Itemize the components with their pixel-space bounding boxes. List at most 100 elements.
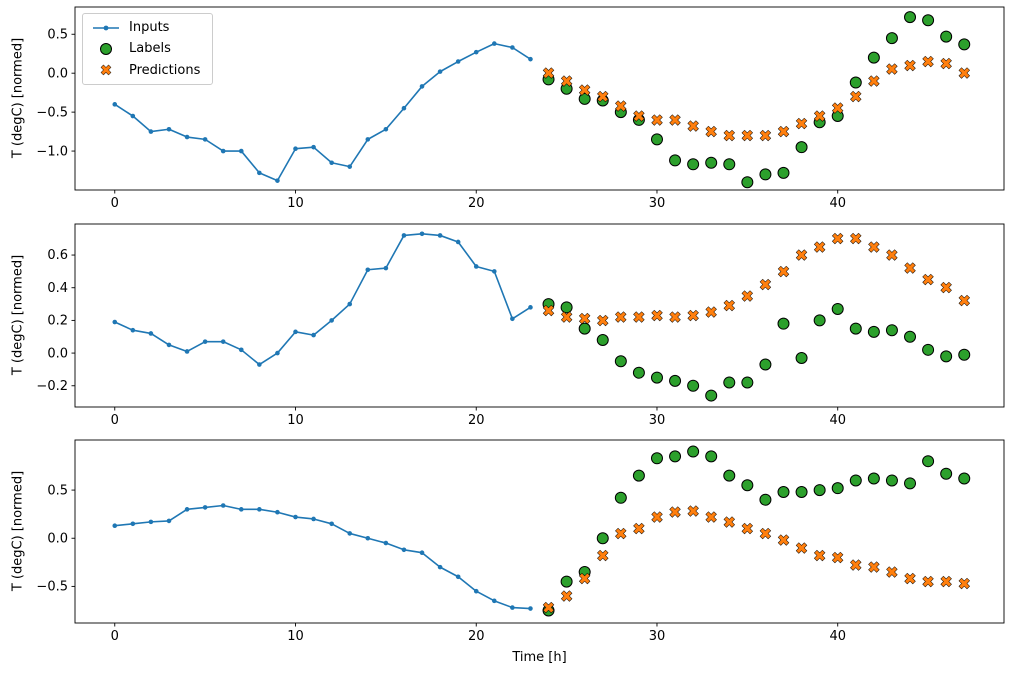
svg-text:✖: ✖ bbox=[813, 107, 826, 125]
legend-label-inputs: Inputs bbox=[129, 20, 170, 35]
subplot-2: 0 10 20 30 40 0.6 0.4 0.2 0.0 −0.2 ✖ ✖ ✖ ✖ ✖ ✖ ✖ ✖ ✖ ✖ ✖ ✖ ✖ ✖ ✖… bbox=[0, 217, 1012, 429]
svg-text:✖: ✖ bbox=[795, 115, 808, 133]
svg-text:✖: ✖ bbox=[615, 309, 628, 327]
svg-text:✖: ✖ bbox=[777, 263, 790, 281]
x-axis-label: Time [h] bbox=[512, 650, 567, 665]
svg-text:✖: ✖ bbox=[578, 570, 591, 588]
svg-text:✖: ✖ bbox=[868, 72, 881, 90]
svg-text:10: 10 bbox=[287, 629, 304, 644]
svg-text:✖: ✖ bbox=[940, 55, 953, 73]
legend-label-labels: Labels bbox=[129, 41, 171, 56]
svg-text:✖: ✖ bbox=[687, 503, 700, 521]
svg-text:✖: ✖ bbox=[651, 111, 664, 129]
svg-text:−0.5: −0.5 bbox=[36, 580, 68, 595]
svg-text:✖: ✖ bbox=[741, 287, 754, 305]
svg-text:✖: ✖ bbox=[578, 82, 591, 100]
svg-text:✖: ✖ bbox=[560, 72, 573, 90]
svg-text:✖: ✖ bbox=[831, 100, 844, 118]
svg-text:✖: ✖ bbox=[542, 65, 555, 83]
svg-text:0.0: 0.0 bbox=[47, 66, 68, 81]
svg-text:✖: ✖ bbox=[596, 312, 609, 330]
subplot-3: 0 10 20 30 40 0.5 0.0 −0.5 ✖ ✖ ✖ ✖ ✖ ✖ ✖ ✖ ✖ ✖ ✖ ✖ ✖ ✖ ✖ ✖ ✖ ✖ ✖ ✖ ✖… bbox=[0, 433, 1012, 645]
svg-text:0.4: 0.4 bbox=[47, 281, 68, 296]
svg-text:✖: ✖ bbox=[741, 127, 754, 145]
svg-text:0.5: 0.5 bbox=[47, 483, 68, 498]
svg-text:0.0: 0.0 bbox=[47, 346, 68, 361]
svg-text:✖: ✖ bbox=[723, 297, 736, 315]
svg-text:10: 10 bbox=[287, 196, 304, 211]
svg-text:✖: ✖ bbox=[922, 271, 935, 289]
y-axis-label-subplot-3: T (degC) [normed] bbox=[10, 470, 26, 592]
svg-text:✖: ✖ bbox=[669, 111, 682, 129]
svg-text:✖: ✖ bbox=[958, 292, 971, 310]
svg-text:20: 20 bbox=[468, 196, 485, 211]
svg-text:✖: ✖ bbox=[615, 525, 628, 543]
svg-text:✖: ✖ bbox=[759, 127, 772, 145]
svg-text:30: 30 bbox=[649, 413, 666, 428]
svg-text:✖: ✖ bbox=[687, 307, 700, 325]
svg-text:✖: ✖ bbox=[723, 127, 736, 145]
svg-text:0.6: 0.6 bbox=[47, 248, 68, 263]
svg-text:✖: ✖ bbox=[868, 238, 881, 256]
svg-text:✖: ✖ bbox=[831, 549, 844, 567]
svg-text:10: 10 bbox=[287, 413, 304, 428]
svg-text:✖: ✖ bbox=[100, 63, 112, 78]
svg-text:−0.2: −0.2 bbox=[36, 379, 68, 394]
svg-text:20: 20 bbox=[468, 629, 485, 644]
svg-text:30: 30 bbox=[649, 629, 666, 644]
svg-text:✖: ✖ bbox=[578, 310, 591, 328]
legend-item-inputs: Inputs bbox=[91, 20, 200, 35]
svg-text:✖: ✖ bbox=[651, 307, 664, 325]
svg-text:✖: ✖ bbox=[560, 587, 573, 605]
svg-text:✖: ✖ bbox=[904, 570, 917, 588]
legend-label-predictions: Predictions bbox=[129, 62, 201, 78]
svg-text:0.5: 0.5 bbox=[47, 27, 68, 42]
svg-text:✖: ✖ bbox=[850, 557, 863, 575]
svg-text:✖: ✖ bbox=[850, 88, 863, 106]
labels-circle-icon bbox=[91, 42, 121, 56]
svg-text:✖: ✖ bbox=[596, 88, 609, 106]
svg-text:✖: ✖ bbox=[886, 246, 899, 264]
legend: Inputs Labels ✖ Predictions bbox=[82, 13, 214, 85]
svg-text:30: 30 bbox=[649, 196, 666, 211]
inputs-line-icon bbox=[91, 22, 121, 34]
svg-text:✖: ✖ bbox=[958, 65, 971, 83]
svg-text:−1.0: −1.0 bbox=[36, 144, 68, 159]
svg-text:✖: ✖ bbox=[777, 123, 790, 141]
legend-item-labels: Labels bbox=[91, 41, 200, 56]
svg-text:40: 40 bbox=[829, 629, 846, 644]
svg-text:✖: ✖ bbox=[795, 539, 808, 557]
svg-text:✖: ✖ bbox=[596, 547, 609, 565]
svg-text:✖: ✖ bbox=[741, 520, 754, 538]
svg-text:✖: ✖ bbox=[633, 107, 646, 125]
svg-text:20: 20 bbox=[468, 413, 485, 428]
svg-text:✖: ✖ bbox=[922, 53, 935, 71]
svg-text:✖: ✖ bbox=[868, 559, 881, 577]
svg-text:0: 0 bbox=[111, 629, 119, 644]
svg-text:✖: ✖ bbox=[705, 508, 718, 526]
svg-text:✖: ✖ bbox=[958, 575, 971, 593]
svg-text:✖: ✖ bbox=[687, 118, 700, 136]
predictions-x-icon: ✖ bbox=[91, 62, 121, 78]
svg-text:✖: ✖ bbox=[633, 309, 646, 327]
svg-text:✖: ✖ bbox=[759, 525, 772, 543]
svg-text:✖: ✖ bbox=[831, 230, 844, 248]
svg-text:✖: ✖ bbox=[759, 276, 772, 294]
svg-text:0: 0 bbox=[111, 413, 119, 428]
svg-text:✖: ✖ bbox=[560, 309, 573, 327]
svg-text:✖: ✖ bbox=[922, 573, 935, 591]
svg-text:✖: ✖ bbox=[850, 230, 863, 248]
subplot-1: 0 10 20 30 40 0.5 0.0 −0.5 −1.0 ✖ ✖ ✖ ✖ ✖ ✖ ✖ ✖ ✖ ✖ ✖ ✖ ✖ ✖ ✖ ✖ ✖… bbox=[0, 0, 1012, 212]
legend-item-predictions: ✖ Predictions bbox=[91, 62, 201, 79]
svg-text:✖: ✖ bbox=[542, 302, 555, 320]
svg-text:✖: ✖ bbox=[705, 123, 718, 141]
svg-text:✖: ✖ bbox=[904, 260, 917, 278]
svg-text:✖: ✖ bbox=[813, 238, 826, 256]
subplot-1-canvas: 0 10 20 30 400.50.0−0.5−1.0✖ ✖✖ ✖✖✖ ✖ ✖ ✖ ✖ ✖ ✖ ✖ ✖ ✖ ✖ ✖… bbox=[36, 6, 1005, 211]
svg-text:✖: ✖ bbox=[813, 547, 826, 565]
svg-text:✖: ✖ bbox=[615, 97, 628, 115]
svg-text:0.2: 0.2 bbox=[47, 314, 68, 329]
svg-text:✖: ✖ bbox=[542, 599, 555, 617]
svg-text:✖: ✖ bbox=[651, 508, 664, 526]
